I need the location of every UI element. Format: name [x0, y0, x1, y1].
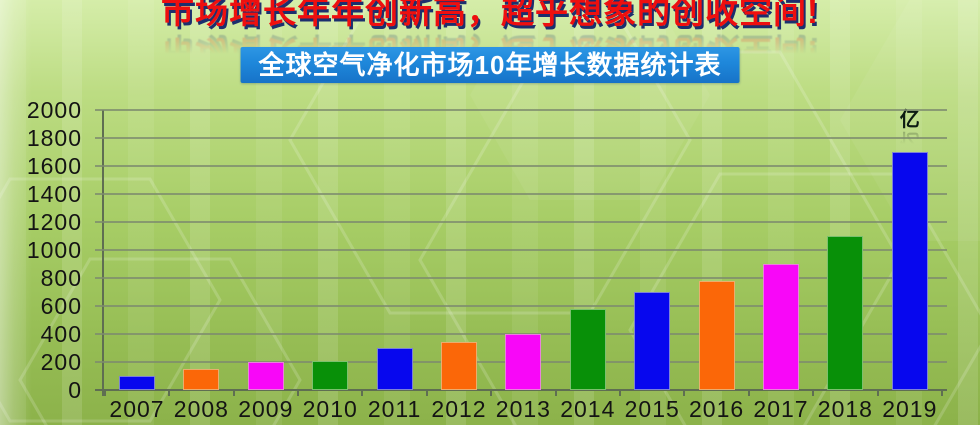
bar-2013	[505, 334, 542, 390]
chart-title-banner: 全球空气净化市场10年增长数据统计表	[240, 47, 740, 83]
unit-label: 亿	[899, 109, 920, 131]
x-axis-tick	[232, 391, 235, 396]
y-axis-label-1400: 1400	[26, 181, 82, 207]
gridline-1000	[95, 249, 947, 251]
y-axis-label-200: 200	[40, 349, 82, 375]
bar-2011	[376, 348, 413, 390]
bar-2008	[183, 369, 220, 390]
x-axis-tick	[683, 391, 686, 396]
x-axis-label-2019: 2019	[882, 396, 938, 422]
x-axis-label-2018: 2018	[817, 396, 873, 422]
gridline-1800	[95, 137, 947, 139]
y-axis-label-400: 400	[40, 321, 82, 347]
x-axis-label-2011: 2011	[367, 396, 422, 422]
y-axis-label-1200: 1200	[26, 209, 82, 235]
y-axis-label-1600: 1600	[26, 153, 82, 179]
bar-chart: 亿 亿 2000 1800 1600 1400 1200 1000 800 600 400 200…	[27, 97, 947, 422]
bar-2009	[247, 362, 284, 390]
y-axis-label-800: 800	[40, 265, 82, 291]
y-axis-label-1800: 1800	[26, 125, 82, 151]
bar-2012	[441, 342, 477, 390]
x-axis-tick	[361, 391, 364, 396]
x-axis-tick	[812, 391, 815, 396]
x-axis-label-2010: 2010	[302, 396, 358, 422]
gridline-600	[95, 305, 947, 307]
gridline-2000	[95, 109, 947, 111]
x-axis-tick	[876, 391, 879, 396]
x-axis-tick	[103, 391, 106, 396]
x-axis-label-2012: 2012	[431, 396, 487, 422]
x-axis-tick	[425, 391, 428, 396]
x-axis-label-2017: 2017	[753, 396, 809, 422]
x-axis-label-2013: 2013	[495, 396, 551, 422]
x-axis-label-2009: 2009	[238, 396, 294, 422]
bar-2014	[569, 308, 606, 390]
x-axis-tick	[297, 391, 299, 396]
bar-2017	[763, 264, 799, 390]
y-axis-label-0: 0	[68, 377, 82, 403]
bar-2016	[698, 280, 735, 390]
x-axis-tick	[554, 391, 557, 396]
x-axis-tick	[619, 391, 621, 396]
x-axis-label-2016: 2016	[689, 396, 745, 422]
y-axis-label-1000: 1000	[26, 237, 82, 263]
page-title: 市场增长年年创新高，超乎想象的创收空间!	[161, 0, 819, 30]
unit-label-reflection: 亿	[899, 129, 920, 151]
gridline-1600	[95, 165, 947, 167]
bar-2019	[891, 152, 928, 390]
bar-2007	[119, 376, 155, 390]
x-axis-tick	[168, 391, 171, 396]
bar-2010	[312, 360, 349, 390]
x-axis-label-2015: 2015	[624, 396, 680, 422]
gridline-800	[95, 277, 947, 279]
gridline-1400	[95, 193, 947, 195]
x-axis-tick	[490, 391, 493, 396]
x-axis-tick	[941, 391, 943, 396]
y-axis-label-600: 600	[40, 293, 82, 319]
y-axis-line	[102, 110, 104, 396]
bar-2015	[634, 292, 671, 390]
bar-2018	[827, 236, 864, 390]
gridline-0	[95, 389, 947, 391]
x-axis-label-2008: 2008	[173, 396, 229, 422]
x-axis-tick	[747, 391, 750, 396]
x-axis-label-2007: 2007	[109, 396, 165, 422]
x-axis-label-2014: 2014	[560, 396, 616, 422]
gridline-1200	[95, 221, 947, 223]
y-axis-label-2000: 2000	[26, 97, 82, 123]
